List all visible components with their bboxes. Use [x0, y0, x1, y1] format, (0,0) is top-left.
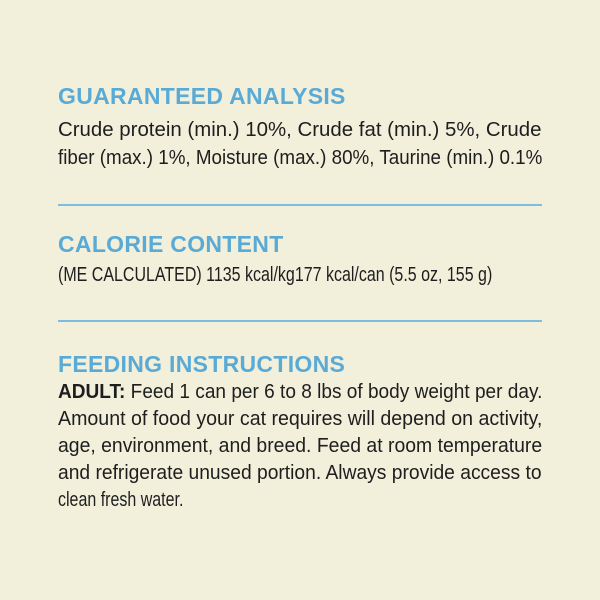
calorie-content-heading: CALORIE CONTENT — [58, 231, 284, 257]
guaranteed-analysis-heading: GUARANTEED ANALYSIS — [58, 83, 346, 109]
feeding-line: ADULT: Feed 1 can per 6 to 8 lbs of body… — [58, 380, 542, 404]
analysis-line: fiber (max.) 1%, Moisture (max.) 80%, Ta… — [58, 147, 543, 169]
feeding-line: Amount of food your cat requires will de… — [58, 408, 543, 430]
feeding-line: and refrigerate unused portion. Always p… — [58, 462, 542, 484]
feeding-line: clean fresh water. — [58, 489, 184, 511]
divider — [58, 204, 542, 206]
calorie-line: (ME CALCULATED) 1135 kcal/kg177 kcal/can… — [58, 264, 493, 286]
feeding-instructions-heading: FEEDING INSTRUCTIONS — [58, 351, 346, 377]
adult-label: ADULT: — [58, 381, 126, 403]
divider — [58, 320, 542, 322]
feeding-text: Feed 1 can per 6 to 8 lbs of body weight… — [125, 381, 543, 403]
feeding-line: age, environment, and breed. Feed at roo… — [58, 435, 543, 457]
analysis-line: Crude protein (min.) 10%, Crude fat (min… — [58, 119, 542, 141]
